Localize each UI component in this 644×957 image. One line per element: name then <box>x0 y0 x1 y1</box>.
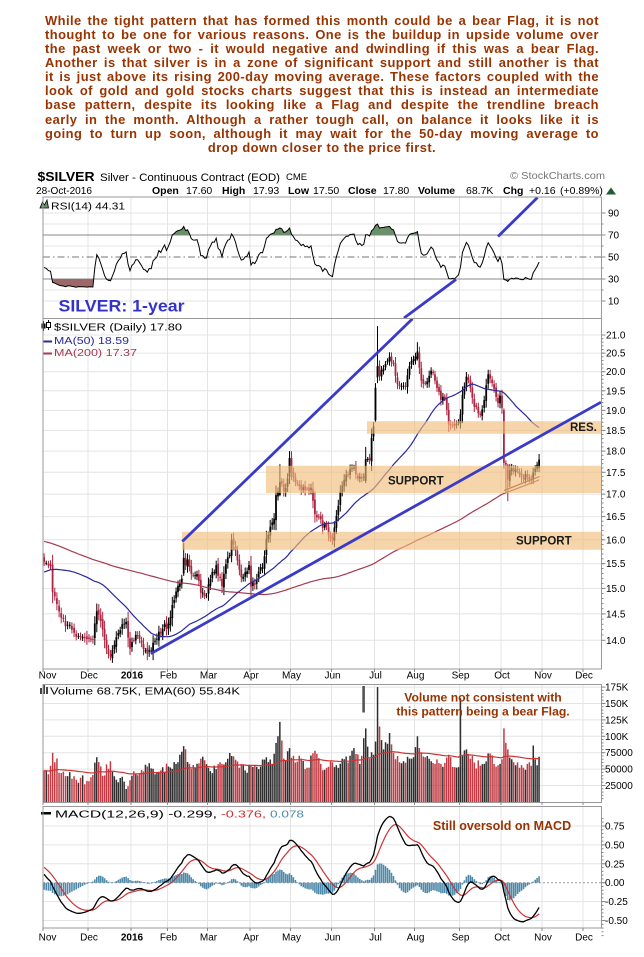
svg-text:$SILVER (Daily) 17.80: $SILVER (Daily) 17.80 <box>54 322 182 334</box>
svg-text:Open: Open <box>152 185 179 197</box>
svg-text:+0.16: +0.16 <box>529 185 556 197</box>
svg-text:Nov: Nov <box>39 671 57 682</box>
svg-text:Oct: Oct <box>494 671 510 682</box>
svg-text:SUPPORT: SUPPORT <box>516 535 572 547</box>
svg-text:RES.: RES. <box>570 422 597 434</box>
svg-text:Oct: Oct <box>494 933 510 944</box>
svg-text:0.25: 0.25 <box>605 859 625 870</box>
svg-text:16.0: 16.0 <box>606 535 626 546</box>
svg-text:100K: 100K <box>605 732 629 743</box>
svg-text:14.5: 14.5 <box>606 609 626 620</box>
svg-text:Mar: Mar <box>200 933 218 944</box>
svg-text:Nov: Nov <box>534 671 552 682</box>
svg-text:High: High <box>222 185 245 197</box>
svg-text:28-Oct-2016: 28-Oct-2016 <box>36 186 92 197</box>
svg-text:Sep: Sep <box>452 671 470 682</box>
svg-text:this pattern being a bear Flag: this pattern being a bear Flag. <box>396 705 569 719</box>
svg-text:2016: 2016 <box>121 671 144 682</box>
svg-text:19.5: 19.5 <box>606 386 626 397</box>
svg-text:17.0: 17.0 <box>606 490 626 501</box>
svg-text:May: May <box>282 671 301 682</box>
svg-text:19.0: 19.0 <box>606 406 626 417</box>
svg-text:Dec: Dec <box>80 933 98 944</box>
svg-text:21.0: 21.0 <box>606 331 626 342</box>
svg-text:150K: 150K <box>605 699 629 710</box>
svg-text:20.0: 20.0 <box>606 367 626 378</box>
svg-text:30: 30 <box>608 275 620 286</box>
svg-text:Nov: Nov <box>534 933 552 944</box>
svg-text:17.93: 17.93 <box>253 185 279 197</box>
svg-text:May: May <box>282 933 301 944</box>
svg-text:$SILVER: $SILVER <box>38 169 96 184</box>
svg-text:Feb: Feb <box>160 671 178 682</box>
svg-text:2016: 2016 <box>121 933 144 944</box>
svg-text:15.5: 15.5 <box>606 559 626 570</box>
svg-text:Dec: Dec <box>80 671 98 682</box>
svg-text:10: 10 <box>608 297 620 308</box>
svg-text:Silver - Continuous Contract (: Silver - Continuous Contract (EOD) <box>100 172 280 184</box>
svg-text:Volume 68.75K, EMA(60) 55.84K: Volume 68.75K, EMA(60) 55.84K <box>50 687 240 698</box>
svg-text:-0.50: -0.50 <box>605 916 628 927</box>
svg-text:-0.25: -0.25 <box>605 897 628 908</box>
svg-text:68.7K: 68.7K <box>466 185 493 197</box>
svg-text:Apr: Apr <box>243 671 259 682</box>
svg-text:Dec: Dec <box>575 671 593 682</box>
svg-text:MA(50) 18.59: MA(50) 18.59 <box>54 336 130 347</box>
svg-text:17.80: 17.80 <box>383 185 409 197</box>
svg-text:18.0: 18.0 <box>606 447 626 458</box>
svg-text:Volume not consistent with: Volume not consistent with <box>404 690 562 704</box>
svg-text:15.0: 15.0 <box>606 584 626 595</box>
svg-text:0.078: 0.078 <box>270 810 305 821</box>
svg-text:Feb: Feb <box>160 933 178 944</box>
svg-text:90: 90 <box>608 209 620 220</box>
svg-text:CME: CME <box>286 172 307 183</box>
svg-text:MACD(12,26,9) -0.299,: MACD(12,26,9) -0.299, <box>55 810 217 821</box>
svg-text:175K: 175K <box>605 683 629 694</box>
svg-text:0.75: 0.75 <box>605 822 625 833</box>
svg-text:Aug: Aug <box>407 933 425 944</box>
svg-text:Apr: Apr <box>243 933 259 944</box>
svg-text:18.5: 18.5 <box>606 426 626 437</box>
svg-text:25000: 25000 <box>605 781 633 792</box>
svg-text:0.00: 0.00 <box>605 878 625 889</box>
svg-text:20.5: 20.5 <box>606 349 626 360</box>
svg-text:Jun: Jun <box>324 933 340 944</box>
svg-text:14.0: 14.0 <box>606 636 626 647</box>
svg-text:SUPPORT: SUPPORT <box>388 475 444 487</box>
svg-text:17.50: 17.50 <box>313 185 339 197</box>
svg-text:Aug: Aug <box>407 671 425 682</box>
svg-text:Low: Low <box>288 185 310 197</box>
svg-text:Jun: Jun <box>324 671 340 682</box>
svg-text:70: 70 <box>608 231 620 242</box>
svg-text:125K: 125K <box>605 715 629 726</box>
svg-text:© StockCharts.com: © StockCharts.com <box>510 171 605 182</box>
svg-text:Chg: Chg <box>503 185 523 197</box>
svg-text:Close: Close <box>348 185 377 197</box>
svg-text:Jul: Jul <box>369 933 382 944</box>
svg-text:Dec: Dec <box>575 933 593 944</box>
svg-text:50000: 50000 <box>605 765 633 776</box>
svg-text:17.60: 17.60 <box>186 185 212 197</box>
svg-text:-0.376,: -0.376, <box>221 810 266 821</box>
svg-text:Jul: Jul <box>369 671 382 682</box>
svg-text:0.50: 0.50 <box>605 840 625 851</box>
svg-text:Nov: Nov <box>39 933 57 944</box>
svg-text:Sep: Sep <box>452 933 470 944</box>
svg-text:(+0.89%): (+0.89%) <box>560 185 603 197</box>
svg-text:Mar: Mar <box>200 671 218 682</box>
svg-text:SILVER: 1-year: SILVER: 1-year <box>59 297 185 316</box>
svg-text:17.5: 17.5 <box>606 468 626 479</box>
svg-text:Still oversold on MACD: Still oversold on MACD <box>433 819 571 833</box>
svg-text:16.5: 16.5 <box>606 512 626 523</box>
svg-text:75000: 75000 <box>605 748 633 759</box>
svg-text:Volume: Volume <box>418 185 455 197</box>
svg-text:MA(200) 17.37: MA(200) 17.37 <box>54 348 138 359</box>
svg-text:50: 50 <box>608 253 620 264</box>
svg-text:RSI(14) 44.31: RSI(14) 44.31 <box>51 202 126 213</box>
